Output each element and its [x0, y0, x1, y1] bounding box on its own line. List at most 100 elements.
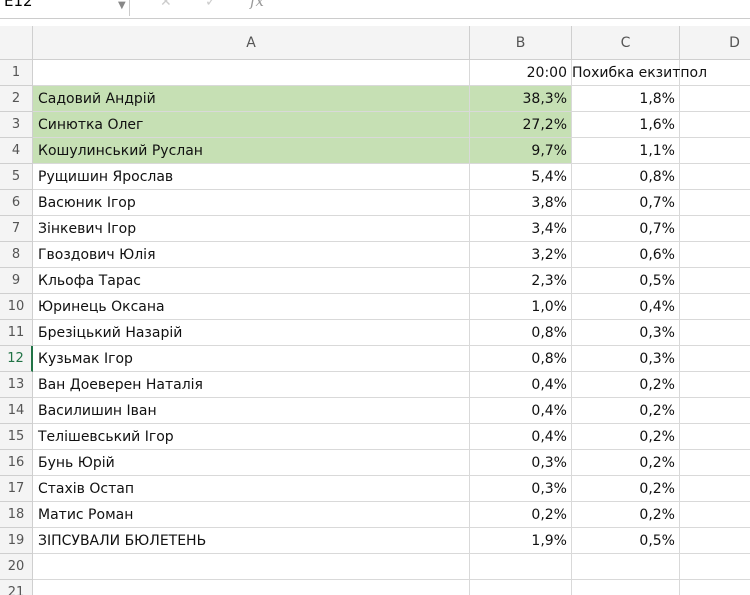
cell-c: 0,5%: [572, 528, 680, 554]
cell-c: 0,2%: [572, 372, 680, 398]
empty-cell: [680, 268, 750, 294]
cell-a: Гвоздович Юлія: [33, 242, 470, 268]
empty-cell: [680, 398, 750, 424]
cell-a: Кльофа Тарас: [33, 268, 470, 294]
row-number: 7: [0, 216, 33, 242]
row-number: 11: [0, 320, 33, 346]
enter-icon[interactable]: ✓: [205, 0, 217, 10]
cell-c: 0,5%: [572, 268, 680, 294]
cell-c: 1,1%: [572, 138, 680, 164]
cell-a: Юринець Оксана: [33, 294, 470, 320]
corner: [0, 26, 33, 60]
cell-b: 3,8%: [470, 190, 572, 216]
cell-c: 0,6%: [572, 242, 680, 268]
cell-c: 0,7%: [572, 216, 680, 242]
cell-b: 0,4%: [470, 424, 572, 450]
row-number: 10: [0, 294, 33, 320]
empty-cell: [680, 424, 750, 450]
empty-cell: [680, 190, 750, 216]
row-number: 5: [0, 164, 33, 190]
row-number: 1: [0, 60, 33, 86]
empty-cell: [680, 528, 750, 554]
cell-a: Телішевський Ігор: [33, 424, 470, 450]
empty-cell: [680, 216, 750, 242]
empty-cell: [680, 372, 750, 398]
cell-c: 0,3%: [572, 320, 680, 346]
cell-c: 0,2%: [572, 424, 680, 450]
cell-c: 0,3%: [572, 346, 680, 372]
cell-b: 0,3%: [470, 450, 572, 476]
cancel-icon[interactable]: ✕: [160, 0, 172, 10]
cell-b: 0,4%: [470, 372, 572, 398]
empty-cell: [33, 580, 470, 595]
row-number: 6: [0, 190, 33, 216]
cell-a: Синютка Олег: [33, 112, 470, 138]
empty-cell: [680, 346, 750, 372]
cell-c: 0,8%: [572, 164, 680, 190]
cell-a: Василишин Іван: [33, 398, 470, 424]
cell-a: ЗІПСУВАЛИ БЮЛЕТЕНЬ: [33, 528, 470, 554]
row-number: 17: [0, 476, 33, 502]
row-number: 20: [0, 554, 33, 580]
cell-c: 1,6%: [572, 112, 680, 138]
cell-a: Ван Доеверен Наталія: [33, 372, 470, 398]
column-header: B: [470, 26, 572, 60]
name-box[interactable]: E12: [0, 0, 130, 16]
empty-cell: [680, 138, 750, 164]
cell-b: 9,7%: [470, 138, 572, 164]
dropdown-arrow[interactable]: ▼: [118, 0, 126, 11]
empty-cell: [680, 554, 750, 580]
cell-b: 38,3%: [470, 86, 572, 112]
cell-b: 3,4%: [470, 216, 572, 242]
empty-cell: [680, 580, 750, 595]
cell-b: 5,4%: [470, 164, 572, 190]
cell-c: 0,2%: [572, 502, 680, 528]
cell-a: Стахів Остап: [33, 476, 470, 502]
cell-b: 1,0%: [470, 294, 572, 320]
empty-cell: [572, 580, 680, 595]
empty-cell: [680, 86, 750, 112]
column-header: A: [33, 26, 470, 60]
cell-c: 0,2%: [572, 450, 680, 476]
cell-b: 20:00: [470, 60, 572, 86]
cell-a: Васюник Ігор: [33, 190, 470, 216]
cell-c: Похибка екзитпол: [572, 60, 707, 86]
empty-cell: [680, 476, 750, 502]
cell-b: 0,4%: [470, 398, 572, 424]
cell-c: 0,7%: [572, 190, 680, 216]
cell-a: Брезіцький Назарій: [33, 320, 470, 346]
empty-cell: [680, 320, 750, 346]
empty-cell: [680, 164, 750, 190]
empty-cell: [33, 554, 470, 580]
row-number: 16: [0, 450, 33, 476]
cell-c: 0,2%: [572, 398, 680, 424]
cell-b: 1,9%: [470, 528, 572, 554]
cell-c: 0,2%: [572, 476, 680, 502]
row-number: 2: [0, 86, 33, 112]
cell-c: 1,8%: [572, 86, 680, 112]
empty-cell: [680, 502, 750, 528]
empty-cell: [680, 60, 750, 86]
row-number: 15: [0, 424, 33, 450]
empty-cell: [33, 60, 470, 86]
cell-c: 0,4%: [572, 294, 680, 320]
column-header: C: [572, 26, 680, 60]
row-number: 21: [0, 580, 33, 595]
empty-cell: [680, 242, 750, 268]
cell-b: 0,3%: [470, 476, 572, 502]
cell-a: Садовий Андрій: [33, 86, 470, 112]
row-number: 14: [0, 398, 33, 424]
cell-b: 2,3%: [470, 268, 572, 294]
cell-b: 3,2%: [470, 242, 572, 268]
empty-cell: [572, 554, 680, 580]
row-number: 8: [0, 242, 33, 268]
cell-a: Зінкевич Ігор: [33, 216, 470, 242]
cell-b: 0,2%: [470, 502, 572, 528]
empty-cell: [680, 112, 750, 138]
row-number: 19: [0, 528, 33, 554]
row-number: 13: [0, 372, 33, 398]
formula-label: fx: [250, 0, 265, 10]
cell-a: Кошулинський Руслан: [33, 138, 470, 164]
